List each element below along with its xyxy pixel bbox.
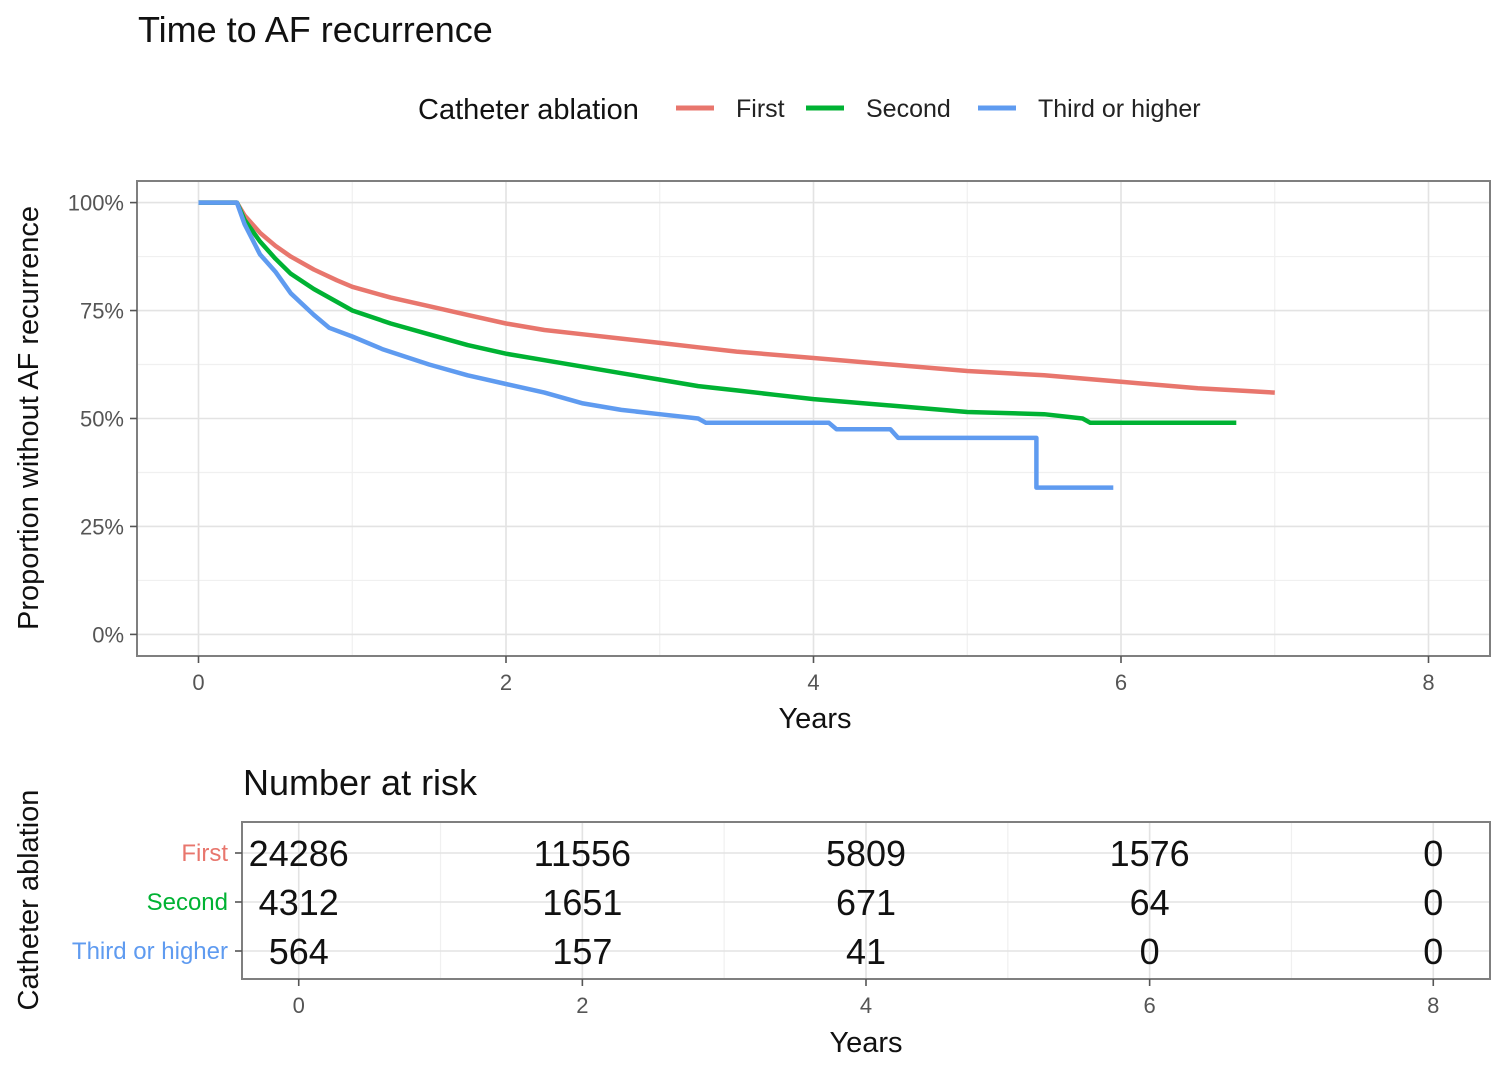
main-plot-grid [137, 181, 1490, 656]
risk-cell: 24286 [249, 833, 349, 874]
risk-cell: 0 [1423, 833, 1443, 874]
legend-label-third-or-higher: Third or higher [1038, 95, 1201, 123]
risk-cell: 41 [846, 931, 886, 972]
risk-x-tick-label: 8 [1427, 993, 1439, 1018]
risk-cell: 1651 [542, 882, 622, 923]
risk-table-axis-ticks: 0 2 4 6 8 [293, 979, 1439, 1018]
y-axis-title: Proportion without AF recurrence [13, 206, 45, 630]
y-tick-label: 75% [80, 299, 124, 324]
series-line-second [198, 200, 1237, 426]
risk-cell: 0 [1423, 882, 1443, 923]
risk-table-group-labels: First Second Third or higher [72, 840, 242, 965]
legend-label-second: Second [866, 95, 951, 123]
legend: Catheter ablation First Second Third or hi… [418, 94, 1201, 126]
risk-table-cells: 24286 11556 5809 1576 0 4312 1651 671 64 0 564 157 4… [249, 833, 1444, 972]
risk-y-axis-title: Catheter ablation [13, 790, 45, 1011]
risk-group-label-first: First [181, 840, 228, 867]
risk-table-grid [242, 822, 1490, 979]
risk-cell: 671 [836, 882, 896, 923]
x-tick-label: 0 [192, 670, 204, 695]
x-tick-label: 4 [807, 670, 819, 695]
risk-group-label-third-or-higher: Third or higher [72, 938, 228, 965]
legend-title: Catheter ablation [418, 94, 639, 126]
series-line-third-or-higher [198, 200, 1114, 490]
risk-x-tick-label: 6 [1144, 993, 1156, 1018]
series-line-first [198, 200, 1275, 395]
risk-x-tick-label: 4 [860, 993, 872, 1018]
x-axis-title: Years [778, 703, 851, 735]
risk-x-tick-label: 2 [576, 993, 588, 1018]
risk-x-axis-title: Years [829, 1027, 902, 1059]
chart-title: Time to AF recurrence [138, 9, 493, 50]
risk-cell: 564 [269, 931, 329, 972]
main-axis-ticks: 0 2 4 6 8 0% 25% 50% 75% 100% [68, 191, 1435, 695]
risk-x-tick-label: 0 [293, 993, 305, 1018]
risk-cell: 5809 [826, 833, 906, 874]
y-tick-label: 25% [80, 514, 124, 539]
y-tick-label: 0% [92, 622, 124, 647]
y-tick-label: 100% [68, 191, 124, 216]
risk-cell: 1576 [1110, 833, 1190, 874]
risk-cell: 157 [552, 931, 612, 972]
risk-group-label-second: Second [147, 889, 228, 916]
risk-cell: 11556 [534, 833, 631, 874]
survival-curves [198, 200, 1275, 490]
x-tick-label: 6 [1115, 670, 1127, 695]
y-tick-label: 50% [80, 407, 124, 432]
legend-label-first: First [736, 95, 785, 123]
x-tick-label: 8 [1422, 670, 1434, 695]
risk-cell: 0 [1140, 931, 1160, 972]
risk-table-title: Number at risk [243, 762, 478, 803]
risk-cell: 4312 [259, 882, 339, 923]
x-tick-label: 2 [500, 670, 512, 695]
risk-cell: 0 [1423, 931, 1443, 972]
risk-cell: 64 [1130, 882, 1170, 923]
